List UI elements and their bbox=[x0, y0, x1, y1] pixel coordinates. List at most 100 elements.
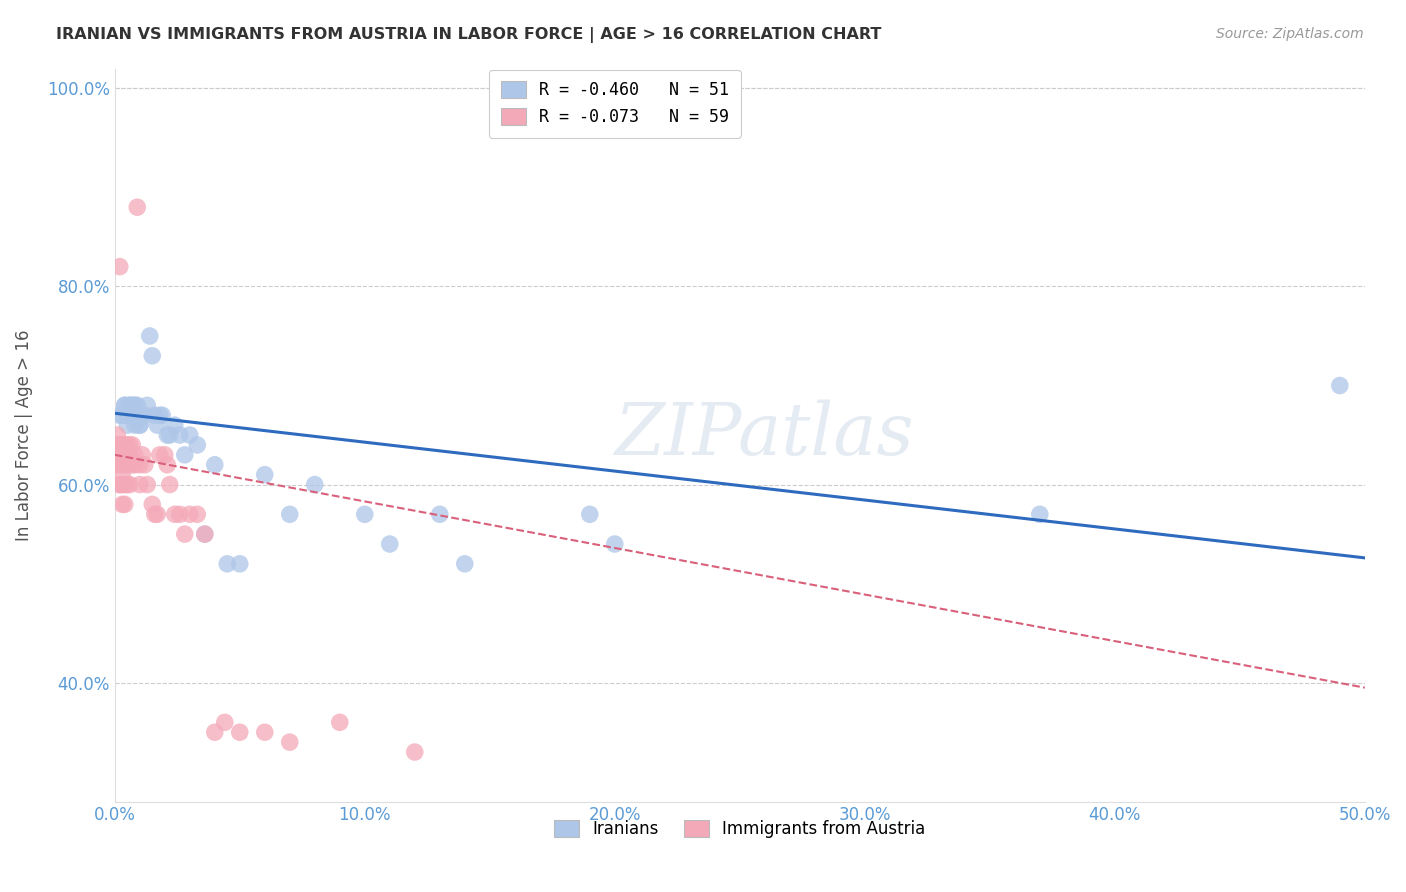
Point bbox=[149, 448, 172, 462]
Point bbox=[111, 477, 134, 491]
Point bbox=[111, 438, 134, 452]
Point bbox=[156, 428, 179, 442]
Point bbox=[127, 409, 149, 423]
Point bbox=[304, 477, 326, 491]
Point bbox=[108, 477, 131, 491]
Point bbox=[111, 467, 134, 482]
Point bbox=[117, 409, 139, 423]
Point bbox=[127, 398, 149, 412]
Point bbox=[118, 398, 141, 412]
Point bbox=[105, 458, 128, 472]
Point bbox=[204, 458, 226, 472]
Point bbox=[173, 527, 195, 541]
Text: IRANIAN VS IMMIGRANTS FROM AUSTRIA IN LABOR FORCE | AGE > 16 CORRELATION CHART: IRANIAN VS IMMIGRANTS FROM AUSTRIA IN LA… bbox=[56, 27, 882, 43]
Point bbox=[169, 428, 191, 442]
Point bbox=[121, 409, 143, 423]
Point bbox=[118, 398, 141, 412]
Point bbox=[121, 438, 143, 452]
Point bbox=[404, 745, 426, 759]
Point bbox=[108, 458, 131, 472]
Point bbox=[603, 537, 626, 551]
Point bbox=[117, 418, 139, 433]
Point bbox=[114, 458, 136, 472]
Point bbox=[139, 329, 162, 343]
Point bbox=[163, 418, 186, 433]
Point bbox=[114, 438, 136, 452]
Point bbox=[118, 477, 141, 491]
Point bbox=[131, 448, 153, 462]
Point bbox=[194, 527, 217, 541]
Point bbox=[278, 735, 301, 749]
Point bbox=[124, 458, 146, 472]
Point bbox=[111, 497, 134, 511]
Point bbox=[124, 418, 146, 433]
Point bbox=[127, 200, 149, 214]
Point bbox=[1029, 508, 1052, 522]
Point bbox=[143, 508, 166, 522]
Point bbox=[111, 458, 134, 472]
Point bbox=[173, 448, 195, 462]
Point bbox=[229, 725, 252, 739]
Point bbox=[578, 508, 600, 522]
Point bbox=[253, 467, 276, 482]
Point bbox=[114, 398, 136, 412]
Point bbox=[134, 409, 156, 423]
Point bbox=[186, 508, 208, 522]
Point bbox=[163, 508, 186, 522]
Point bbox=[186, 438, 208, 452]
Point bbox=[108, 260, 131, 274]
Point bbox=[1329, 378, 1351, 392]
Point bbox=[134, 458, 156, 472]
Point bbox=[105, 428, 128, 442]
Point bbox=[146, 418, 169, 433]
Point bbox=[124, 398, 146, 412]
Point bbox=[204, 725, 226, 739]
Point bbox=[117, 477, 139, 491]
Point bbox=[153, 448, 176, 462]
Point bbox=[179, 508, 201, 522]
Point bbox=[124, 448, 146, 462]
Point bbox=[111, 448, 134, 462]
Point bbox=[118, 448, 141, 462]
Point bbox=[229, 557, 252, 571]
Point bbox=[378, 537, 401, 551]
Point bbox=[108, 409, 131, 423]
Point bbox=[121, 398, 143, 412]
Y-axis label: In Labor Force | Age > 16: In Labor Force | Age > 16 bbox=[15, 329, 32, 541]
Point bbox=[429, 508, 451, 522]
Point bbox=[149, 409, 172, 423]
Point bbox=[143, 409, 166, 423]
Point bbox=[278, 508, 301, 522]
Point bbox=[121, 458, 143, 472]
Point bbox=[353, 508, 375, 522]
Point bbox=[105, 448, 128, 462]
Point bbox=[128, 409, 150, 423]
Point bbox=[105, 438, 128, 452]
Legend: Iranians, Immigrants from Austria: Iranians, Immigrants from Austria bbox=[547, 813, 932, 845]
Point bbox=[124, 398, 146, 412]
Point bbox=[114, 448, 136, 462]
Point bbox=[108, 438, 131, 452]
Point bbox=[156, 458, 179, 472]
Point bbox=[131, 409, 153, 423]
Point bbox=[253, 725, 276, 739]
Point bbox=[141, 349, 163, 363]
Point bbox=[136, 398, 159, 412]
Point bbox=[108, 448, 131, 462]
Point bbox=[136, 477, 159, 491]
Point bbox=[121, 409, 143, 423]
Point bbox=[179, 428, 201, 442]
Point bbox=[329, 715, 352, 730]
Point bbox=[146, 508, 169, 522]
Text: ZIPatlas: ZIPatlas bbox=[614, 400, 914, 470]
Point bbox=[128, 418, 150, 433]
Point bbox=[141, 497, 163, 511]
Point bbox=[169, 508, 191, 522]
Point bbox=[159, 428, 181, 442]
Point bbox=[118, 438, 141, 452]
Point bbox=[114, 477, 136, 491]
Point bbox=[117, 458, 139, 472]
Point bbox=[117, 438, 139, 452]
Point bbox=[454, 557, 477, 571]
Point bbox=[150, 409, 173, 423]
